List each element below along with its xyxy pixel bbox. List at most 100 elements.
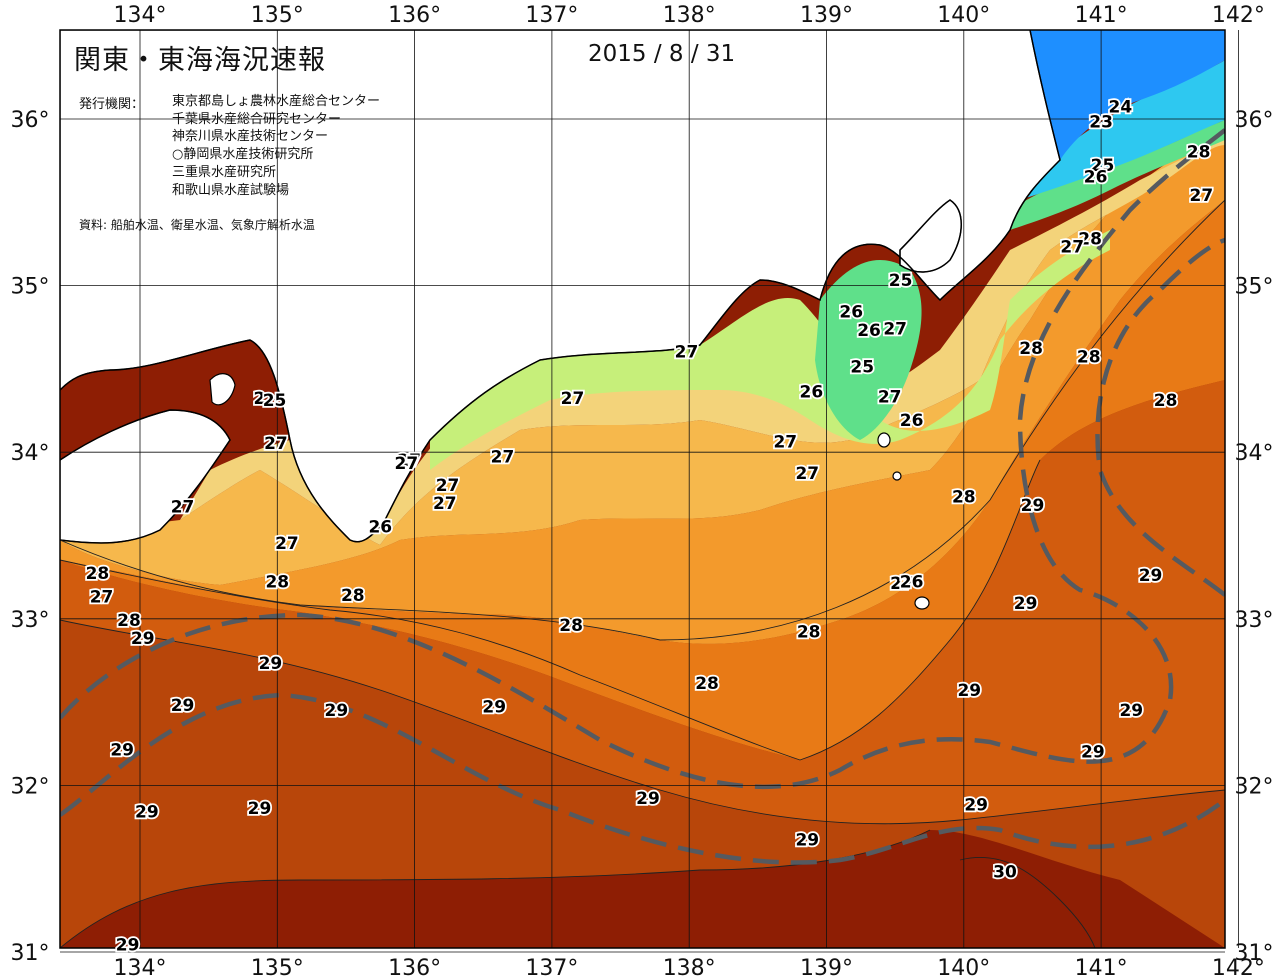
publisher-item: 三重県水産研究所 bbox=[172, 164, 277, 180]
isotherm-label: 29 bbox=[1119, 701, 1143, 721]
isotherm-label: 29 bbox=[636, 789, 660, 809]
isotherm-label: 25 bbox=[850, 358, 874, 378]
coastline bbox=[60, 30, 1061, 544]
lat-label-left: 31° bbox=[11, 941, 50, 966]
lon-label-top: 142° bbox=[1212, 3, 1265, 28]
report-date: 2015 / 8 / 31 bbox=[588, 41, 736, 67]
kuroshio-axis bbox=[60, 128, 1225, 865]
band-23 bbox=[1030, 30, 1225, 160]
isotherm-label: 27 bbox=[675, 343, 699, 363]
publisher-item: 和歌山県水産試験場 bbox=[172, 182, 290, 198]
isotherm-label: 28 bbox=[952, 488, 976, 508]
isotherm-label: 27 bbox=[395, 454, 419, 474]
lat-lon-grid bbox=[60, 30, 1239, 953]
map-frame bbox=[59, 29, 1226, 949]
isotherm-label: 23 bbox=[1089, 113, 1113, 133]
isotherm-label: 27 bbox=[1060, 238, 1084, 258]
axis-labels: 134° 134° 135° 135° 136° 136° 137° 137° 138° 138°… bbox=[11, 3, 1274, 980]
band-28 bbox=[60, 130, 1225, 644]
isotherm-label: 29 bbox=[957, 681, 981, 701]
isotherm-label: 29 bbox=[259, 654, 283, 674]
publishers-list: 東京都島しょ農林水産総合センター 千葉県水産総合研究センター 神奈川県水産技術セ… bbox=[172, 93, 380, 199]
isotherm-label: 29 bbox=[1139, 566, 1163, 586]
lon-label-bottom: 136° bbox=[388, 956, 441, 980]
isotherm-label: 29 bbox=[1021, 496, 1045, 516]
isotherm-label: 26 bbox=[839, 303, 863, 323]
lon-label-bottom: 135° bbox=[251, 956, 304, 980]
isotherm-label: 28 bbox=[86, 564, 110, 584]
lon-label-top: 139° bbox=[800, 3, 853, 28]
isotherm-label: 29 bbox=[964, 796, 988, 816]
isotherm-label: 29 bbox=[171, 696, 195, 716]
band-29b bbox=[60, 620, 1225, 948]
lat-label-left: 36° bbox=[11, 108, 50, 133]
band-26 bbox=[430, 230, 1110, 470]
lat-label-right: 35° bbox=[1235, 275, 1274, 300]
lon-label-bottom: 139° bbox=[800, 956, 853, 980]
isotherm-label: 26 bbox=[1084, 168, 1108, 188]
isotherm-label: 29 bbox=[325, 701, 349, 721]
isotherm-label: 26 bbox=[368, 518, 392, 538]
band-24 bbox=[1020, 60, 1225, 200]
isotherm-label: 29 bbox=[135, 802, 159, 822]
isotherm-label: 26 bbox=[857, 321, 881, 341]
isotherm-label: 24 bbox=[1108, 98, 1132, 118]
isotherm-label: 28 bbox=[559, 616, 583, 636]
isotherm-label: 28 bbox=[1019, 339, 1043, 359]
isotherm-label: 26 bbox=[800, 383, 824, 403]
isotherm-label: 29 bbox=[1014, 594, 1038, 614]
publisher-item: ○静岡県水産技術研究所 bbox=[172, 147, 314, 163]
isotherm-label: 25 bbox=[263, 391, 287, 411]
isotherm-label: 27 bbox=[397, 451, 421, 471]
lon-label-top: 136° bbox=[388, 3, 441, 28]
lat-label-left: 35° bbox=[11, 275, 50, 300]
data-source: 資料: 船舶水温、衛星水温、気象庁解析水温 bbox=[79, 218, 315, 232]
isotherm-label: 27 bbox=[264, 434, 288, 454]
isotherm-label: 27 bbox=[275, 534, 299, 554]
isotherm-label: 28 bbox=[1078, 229, 1102, 249]
isotherm-label: 27 bbox=[433, 494, 457, 514]
isotherm-label: 28 bbox=[341, 586, 365, 606]
publisher-item: 神奈川県水産技術センター bbox=[172, 129, 329, 145]
lat-label-left: 33° bbox=[11, 608, 50, 633]
isotherm-label: 28 bbox=[265, 572, 289, 592]
land-awaji bbox=[209, 373, 236, 406]
isotherm-label: 27 bbox=[561, 389, 585, 409]
publishers-heading: 発行機関： bbox=[79, 97, 145, 112]
isotherm-label: 25 bbox=[1091, 156, 1115, 176]
isotherm-label: 26 bbox=[900, 411, 924, 431]
page-title: 関東・東海海況速報 bbox=[74, 45, 326, 76]
isotherm-label: 29 bbox=[482, 697, 506, 717]
isotherm-label: 29 bbox=[110, 741, 134, 761]
lon-label-top: 138° bbox=[663, 3, 716, 28]
band-25 bbox=[815, 260, 922, 440]
lon-label-top: 140° bbox=[937, 3, 990, 28]
lat-label-right: 33° bbox=[1235, 608, 1274, 633]
isotherm-label: 29 bbox=[131, 629, 155, 649]
isotherm-label: 28 bbox=[695, 674, 719, 694]
publisher-item: 東京都島しょ農林水産総合センター bbox=[172, 94, 381, 109]
isotherm-label: 27 bbox=[890, 574, 914, 594]
isotherm-label: 27 bbox=[171, 498, 195, 518]
lat-label-right: 31° bbox=[1235, 941, 1274, 966]
land-izu-oshima bbox=[877, 432, 891, 448]
isotherm-label: 30 bbox=[993, 862, 1017, 882]
isotherm-label: 27 bbox=[436, 476, 460, 496]
isotherm-label: 27 bbox=[795, 464, 819, 484]
lon-label-bottom: 140° bbox=[937, 956, 990, 980]
lon-label-bottom: 142° bbox=[1212, 956, 1265, 980]
land-hachijo bbox=[892, 471, 902, 481]
publisher-item: 千葉県水産総合研究センター bbox=[172, 111, 342, 127]
band-29 bbox=[60, 380, 1225, 824]
lon-label-top: 134° bbox=[114, 3, 167, 28]
lon-label-top: 135° bbox=[251, 3, 304, 28]
isotherm-label: 2 bbox=[254, 389, 266, 409]
lon-label-top: 141° bbox=[1075, 3, 1128, 28]
isotherm-label: 28 bbox=[117, 611, 141, 631]
lon-label-bottom: 138° bbox=[663, 956, 716, 980]
isotherm-label: 27 bbox=[878, 388, 902, 408]
isotherm-label: 28 bbox=[1187, 143, 1211, 163]
isotherm-label: 29 bbox=[795, 831, 819, 851]
